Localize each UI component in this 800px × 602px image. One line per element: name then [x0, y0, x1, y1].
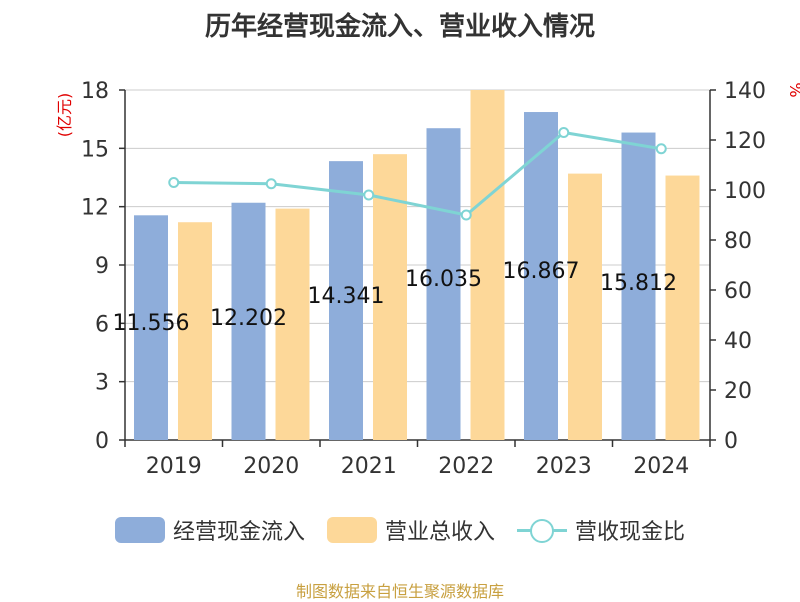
legend-item-cash-inflow[interactable]: 经营现金流入 [114, 514, 305, 546]
point-cash-ratio [655, 143, 667, 155]
bar-revenue [568, 173, 602, 440]
y-tick-label: 3 [95, 371, 109, 396]
bar-cash-inflow [621, 132, 656, 441]
bar-cash-inflow [134, 215, 168, 440]
x-tick-label: 2019 [146, 454, 202, 479]
bar-cash-inflow [426, 128, 461, 441]
point-cash-ratio [168, 177, 180, 188]
y-tick-label: 18 [81, 79, 109, 104]
y2-tick-label: 140 [724, 79, 766, 104]
bar-revenue [665, 175, 700, 441]
y2-tick-label: 100 [724, 179, 766, 204]
x-tick-label: 2020 [243, 454, 299, 479]
legend-label-cash-ratio: 营收现金比 [575, 520, 686, 545]
y-tick-label: 0 [95, 429, 109, 454]
chart-title: 历年经营现金流入、营业收入情况 [204, 12, 595, 42]
data-label-cash-inflow: 16.035 [405, 267, 482, 292]
y2-axis-unit: % [786, 82, 800, 97]
legend-item-revenue[interactable]: 营业总收入 [326, 514, 495, 546]
legend-label-revenue: 营业总收入 [384, 520, 495, 545]
bar-cash-inflow [524, 112, 558, 441]
data-label-cash-inflow: 16.867 [503, 259, 580, 284]
x-tick-label: 2021 [341, 454, 397, 479]
x-tick-label: 2023 [536, 454, 592, 479]
y-tick-label: 15 [81, 137, 109, 162]
legend-swatch-revenue [326, 517, 377, 543]
y2-tick-label: 0 [724, 429, 738, 454]
bar-cash-inflow [329, 161, 363, 440]
bar-cash-inflow [231, 202, 266, 440]
y2-tick-label: 80 [724, 229, 752, 254]
y2-tick-label: 40 [724, 329, 752, 354]
line-cash-ratio [173, 130, 662, 217]
point-cash-ratio [558, 127, 570, 138]
x-tick-label: 2022 [438, 454, 494, 479]
data-label-cash-inflow: 11.556 [113, 311, 190, 336]
source-note: 制图数据来自恒生聚源数据库 [295, 582, 504, 601]
y2-tick-label: 120 [724, 129, 766, 154]
bar-revenue [470, 90, 505, 440]
legend: 经营现金流入 营业总收入 营收现金比 [0, 514, 800, 546]
legend-label-cash-inflow: 经营现金流入 [172, 520, 305, 545]
y-tick-label: 6 [95, 312, 109, 337]
y-axis-unit: (亿元) [55, 93, 74, 138]
point-cash-ratio [363, 189, 375, 201]
bar-revenue [178, 222, 212, 440]
legend-item-cash-ratio[interactable]: 营收现金比 [517, 514, 685, 546]
x-tick-label: 2024 [633, 454, 689, 479]
data-label-cash-inflow: 12.202 [210, 306, 287, 331]
y2-tick-label: 20 [724, 379, 752, 404]
point-cash-ratio [265, 178, 277, 190]
y-tick-label: 12 [81, 196, 109, 221]
y2-tick-label: 60 [724, 279, 752, 304]
legend-swatch-cash-inflow [114, 517, 165, 543]
legend-swatch-cash-ratio [517, 517, 567, 543]
data-label-cash-inflow: 15.812 [600, 271, 677, 296]
bar-revenue [275, 208, 310, 440]
point-cash-ratio [460, 209, 472, 221]
y-tick-label: 9 [95, 254, 109, 279]
data-label-cash-inflow: 14.341 [308, 284, 385, 309]
